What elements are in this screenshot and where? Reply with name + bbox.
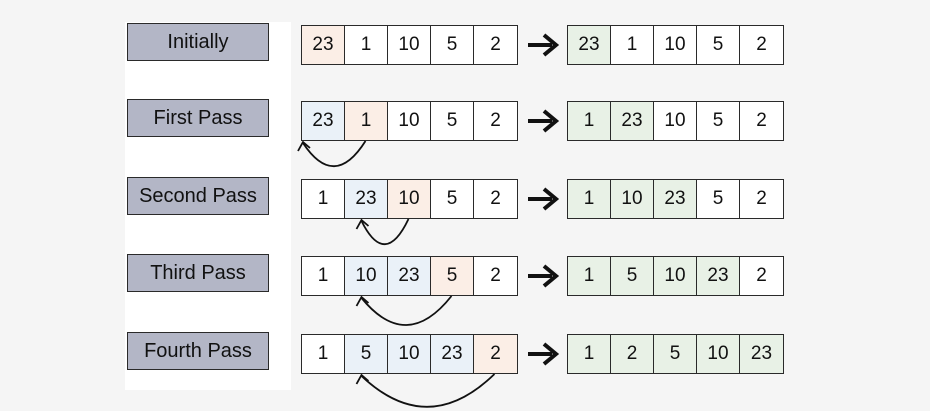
after-array: 1 5 10 23 2: [567, 256, 784, 296]
after-cell: 23: [654, 180, 697, 218]
before-array: 23 1 10 5 2: [301, 101, 518, 141]
after-cell: 2: [611, 335, 654, 373]
after-array: 1 23 10 5 2: [567, 101, 784, 141]
before-cell: 10: [388, 335, 431, 373]
after-cell: 5: [697, 180, 740, 218]
before-cell: 2: [474, 257, 517, 295]
before-cell: 5: [431, 180, 474, 218]
after-cell: 10: [697, 335, 740, 373]
before-cell: 1: [302, 180, 345, 218]
after-cell: 23: [740, 335, 783, 373]
before-array: 1 23 10 5 2: [301, 179, 518, 219]
insertion-arrowhead-icon: [355, 295, 370, 307]
row-label: Third Pass: [127, 254, 269, 292]
before-cell: 10: [345, 257, 388, 295]
before-cell: 5: [431, 26, 474, 64]
before-cell: 5: [345, 335, 388, 373]
right-arrow-icon: [528, 33, 560, 57]
before-cell: 1: [345, 102, 388, 140]
row-label: Fourth Pass: [127, 332, 269, 370]
after-array: 23 1 10 5 2: [567, 25, 784, 65]
insertion-arrowhead-icon: [355, 218, 370, 230]
after-cell: 10: [611, 180, 654, 218]
after-cell: 2: [740, 257, 783, 295]
after-cell: 1: [568, 257, 611, 295]
after-cell: 1: [611, 26, 654, 64]
before-cell: 1: [302, 257, 345, 295]
after-cell: 10: [654, 257, 697, 295]
before-cell: 10: [388, 180, 431, 218]
before-array: 23 1 10 5 2: [301, 25, 518, 65]
row-label: Initially: [127, 23, 269, 61]
before-cell: 2: [474, 26, 517, 64]
after-cell: 23: [611, 102, 654, 140]
right-arrow-icon: [528, 342, 560, 366]
insertion-curve-arrow: [360, 373, 496, 408]
before-cell: 23: [302, 102, 345, 140]
insertion-curve-arrow: [360, 295, 453, 326]
after-cell: 1: [568, 335, 611, 373]
after-cell: 5: [654, 335, 697, 373]
after-cell: 1: [568, 102, 611, 140]
before-cell: 23: [302, 26, 345, 64]
after-cell: 1: [568, 180, 611, 218]
before-cell: 2: [474, 102, 517, 140]
after-cell: 23: [568, 26, 611, 64]
insertion-arrowhead-icon: [297, 140, 311, 152]
right-arrow-icon: [528, 264, 560, 288]
before-array: 1 5 10 23 2: [301, 334, 518, 374]
before-cell: 1: [302, 335, 345, 373]
row-label: Second Pass: [127, 177, 269, 215]
before-cell: 10: [388, 102, 431, 140]
after-cell: 10: [654, 26, 697, 64]
before-cell: 1: [345, 26, 388, 64]
before-cell: 5: [431, 257, 474, 295]
before-cell: 23: [431, 335, 474, 373]
insertion-curve-arrow: [360, 218, 410, 246]
right-arrow-icon: [528, 109, 560, 133]
after-cell: 5: [697, 102, 740, 140]
after-cell: 10: [654, 102, 697, 140]
after-cell: 5: [697, 26, 740, 64]
row-label: First Pass: [127, 99, 269, 137]
after-array: 1 10 23 5 2: [567, 179, 784, 219]
after-cell: 2: [740, 102, 783, 140]
after-cell: 5: [611, 257, 654, 295]
before-cell: 10: [388, 26, 431, 64]
right-arrow-icon: [528, 187, 560, 211]
before-array: 1 10 23 5 2: [301, 256, 518, 296]
before-cell: 23: [388, 257, 431, 295]
after-array: 1 2 5 10 23: [567, 334, 784, 374]
before-cell: 5: [431, 102, 474, 140]
insertion-arrowhead-icon: [355, 373, 370, 385]
before-cell: 2: [474, 335, 517, 373]
before-cell: 2: [474, 180, 517, 218]
after-cell: 23: [697, 257, 740, 295]
after-cell: 2: [740, 26, 783, 64]
insertion-curve-arrow: [302, 140, 367, 168]
before-cell: 23: [345, 180, 388, 218]
after-cell: 2: [740, 180, 783, 218]
